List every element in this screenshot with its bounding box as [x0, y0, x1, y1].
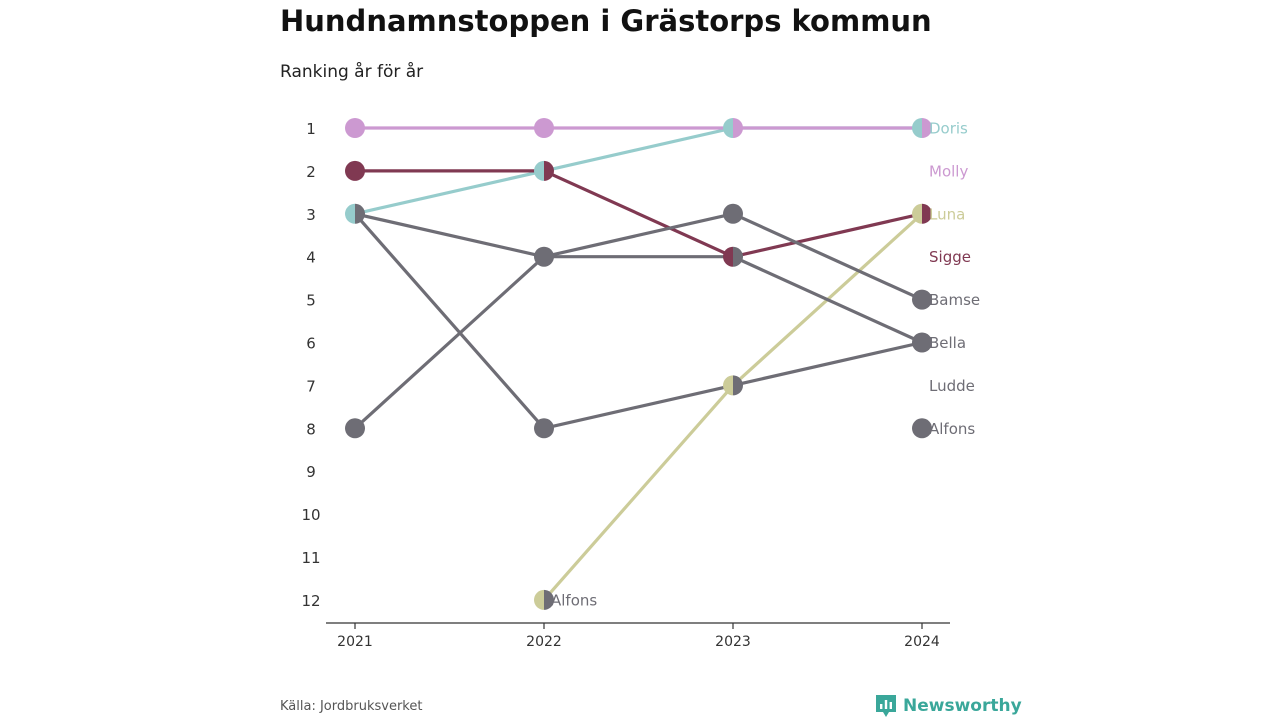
point-doris-sigge-2022-right	[544, 160, 554, 181]
point-molly-2021	[345, 118, 365, 138]
line-segment-luna-2022-2023	[542, 383, 735, 602]
y-tick-label-4: 4	[306, 249, 316, 267]
point-luna-alfons-2022-right	[544, 589, 554, 610]
point-sigge-bella-2023-right	[733, 246, 744, 267]
series-label-bamse-2024: Bamse	[929, 291, 980, 309]
series-label-alfons-2024: Alfons	[929, 420, 975, 438]
point-bamse-2024	[912, 289, 932, 310]
x-tick-label-2022: 2022	[526, 634, 562, 650]
point-doris-molly-2023-right	[733, 118, 743, 138]
chart-subtitle: Ranking år för år	[280, 62, 424, 82]
point-luna-alfons-2022-left	[534, 589, 544, 610]
series-label-ludde-2024: Ludde	[929, 377, 975, 395]
y-tick-label-8: 8	[306, 420, 316, 438]
point-bella-ludde-2024	[912, 332, 932, 353]
point-bamse-2021	[345, 418, 365, 439]
point-sigge-2021	[345, 160, 365, 181]
point-luna-ludde-2023-right	[733, 375, 743, 396]
source-note: Källa: Jordbruksverket	[280, 699, 423, 714]
brand-logo[interactable]: Newsworthy	[875, 694, 1022, 718]
y-tick-label-2: 2	[306, 163, 316, 181]
line-segment-bamse-2022-2023	[542, 212, 735, 259]
point-sigge-bella-2023-left	[723, 246, 733, 267]
line-segment-ludde-2022-2023	[542, 383, 735, 430]
x-tick-label-2024: 2024	[904, 634, 940, 650]
x-tick-label-2023: 2023	[715, 634, 751, 650]
y-tick-label-6: 6	[306, 335, 316, 353]
point-bamse-2023	[723, 203, 743, 224]
line-segment-sigge-2023-2024	[731, 212, 924, 259]
point-luna-ludde-2023-left	[723, 375, 733, 396]
point-doris-bella-ludde-2021-right	[355, 203, 365, 224]
y-tick-label-3: 3	[306, 206, 316, 224]
chart-title: Hundnamnstoppen i Grästorps kommun	[280, 4, 932, 38]
point-doris-molly-2024-left	[912, 118, 922, 138]
y-tick-label-5: 5	[306, 292, 316, 310]
point-molly-2022	[534, 118, 554, 138]
point-doris-bella-ludde-2021-left	[345, 203, 355, 224]
x-tick-label-2021: 2021	[337, 634, 373, 650]
series-label-molly-2024: Molly	[929, 162, 968, 180]
y-tick-label-11: 11	[301, 549, 320, 567]
point-doris-sigge-2022-left	[534, 160, 544, 181]
point-doris-molly-2024-right	[922, 118, 932, 138]
point-bamse-bella-2022	[534, 246, 554, 267]
y-tick-label-1: 1	[306, 120, 316, 138]
y-tick-label-10: 10	[301, 506, 320, 524]
brand-name: Newsworthy	[903, 696, 1022, 716]
y-tick-label-9: 9	[306, 463, 316, 481]
y-tick-label-12: 12	[301, 592, 320, 610]
point-luna-sigge-2024-right	[922, 203, 933, 224]
line-segment-sigge-2022-2023	[542, 169, 735, 259]
line-segment-doris-2021-2022	[353, 169, 546, 216]
point-ludde-2022	[534, 418, 554, 439]
line-segment-doris-2022-2023	[542, 126, 735, 173]
point-doris-molly-2023-left	[723, 118, 733, 138]
y-tick-label-7: 7	[306, 377, 316, 395]
line-segment-ludde-2023-2024	[731, 340, 924, 387]
series-label-luna-2024: Luna	[929, 205, 965, 223]
line-segment-bella-2023-2024	[731, 255, 924, 345]
newsworthy-logo-icon	[876, 695, 896, 717]
point-alfons-2024	[912, 418, 932, 439]
series-label-sigge-2024: Sigge	[929, 248, 971, 266]
line-segment-bamse-2021-2022	[353, 255, 546, 430]
point-luna-sigge-2024-left	[912, 203, 922, 224]
line-segment-bamse-2023-2024	[731, 212, 924, 302]
series-label-bella-2024: Bella	[929, 334, 966, 352]
series-label-alfons-2022: Alfons	[551, 591, 597, 609]
line-segment-bella-2021-2022	[353, 212, 546, 259]
series-label-doris-2024: Doris	[929, 120, 968, 138]
line-segment-ludde-2021-2022	[353, 212, 546, 430]
